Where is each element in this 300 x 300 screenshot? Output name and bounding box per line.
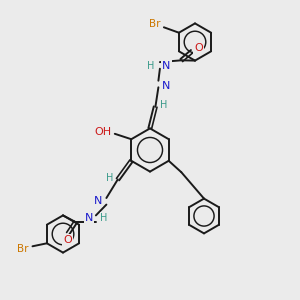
Text: O: O	[63, 235, 72, 245]
Text: H: H	[147, 61, 155, 71]
Text: H: H	[160, 100, 167, 110]
Text: N: N	[94, 196, 103, 206]
Text: OH: OH	[95, 127, 112, 137]
Text: H: H	[100, 213, 108, 223]
Text: H: H	[106, 173, 113, 183]
Text: O: O	[194, 43, 203, 53]
Text: N: N	[162, 81, 171, 91]
Text: N: N	[85, 213, 94, 223]
Text: N: N	[162, 61, 171, 71]
Text: Br: Br	[17, 244, 28, 254]
Text: Br: Br	[148, 19, 160, 29]
